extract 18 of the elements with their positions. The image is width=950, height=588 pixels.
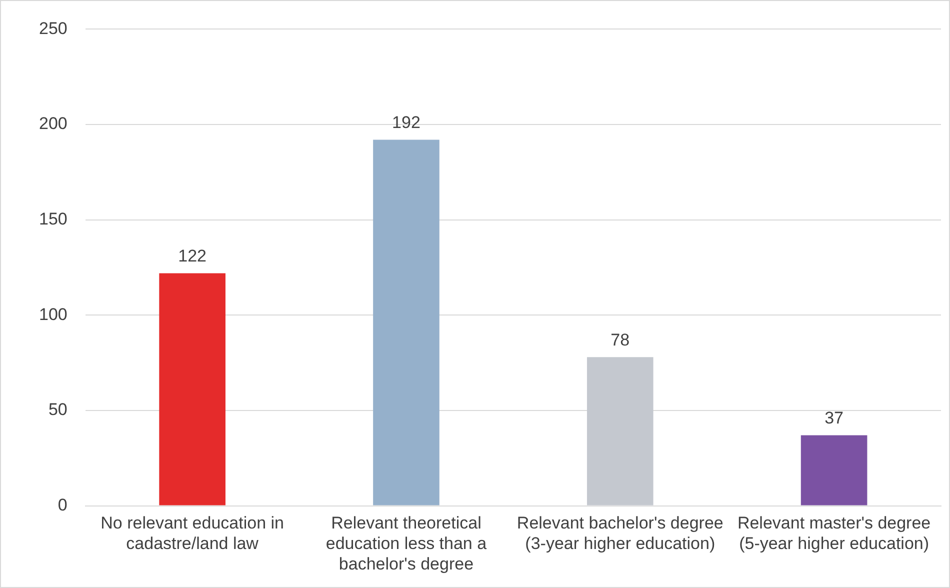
data-label: 122 — [178, 246, 207, 266]
bar — [373, 140, 440, 506]
y-tick-label: 200 — [38, 114, 68, 134]
y-tick-label: 0 — [58, 495, 68, 514]
y-tick-label: 150 — [38, 210, 68, 229]
x-tick-label: No relevant education in cadastre/land law — [100, 514, 284, 554]
data-label: 78 — [610, 330, 630, 350]
bar — [159, 273, 226, 506]
y-tick-label: 50 — [48, 400, 68, 420]
data-label: 192 — [392, 112, 420, 132]
bar — [800, 435, 868, 506]
x-tick-label: Relevant bachelor's degree (3-year higher education) — [516, 514, 724, 554]
x-tick-label: Relevant master's degree (5-year higher education) — [737, 514, 931, 554]
bar — [586, 357, 654, 506]
y-tick-label: 100 — [38, 304, 68, 324]
x-tick-label: Relevant theoretical education less than a bachelor's degree — [326, 514, 488, 574]
y-tick-label: 250 — [38, 18, 68, 38]
data-label: 37 — [824, 408, 844, 428]
